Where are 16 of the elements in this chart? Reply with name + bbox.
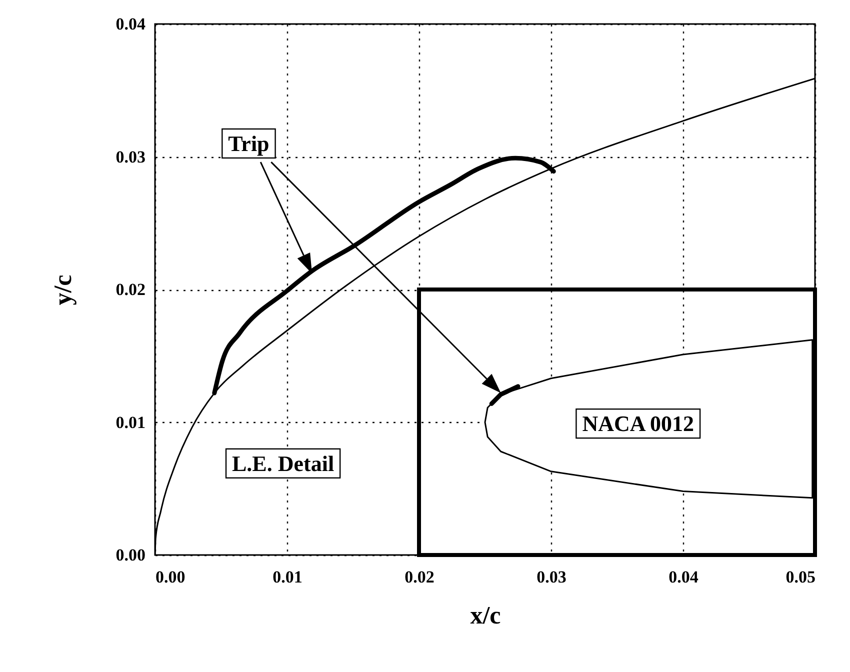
x-tick-label: 0.05	[786, 568, 816, 586]
y-tick-label: 0.04	[116, 14, 146, 34]
y-tick-label: 0.00	[116, 546, 146, 564]
x-axis-title: x/c	[470, 602, 501, 630]
y-tick-label: 0.01	[116, 412, 146, 432]
x-tick-label: 0.02	[404, 568, 434, 586]
x-tick-label: 0.01	[272, 568, 302, 586]
y-tick-label: 0.02	[116, 280, 146, 299]
y-tick-label: 0.03	[116, 147, 146, 166]
x-tick-label: 0.00	[156, 568, 186, 586]
annotation: NACA 0012	[582, 411, 694, 436]
x-tick-label: 0.04	[668, 568, 699, 586]
annotation: Trip	[228, 130, 270, 156]
y-axis-title: y/c	[50, 274, 77, 306]
annotation: L.E. Detail	[232, 450, 334, 476]
x-tick-label: 0.03	[536, 568, 566, 586]
